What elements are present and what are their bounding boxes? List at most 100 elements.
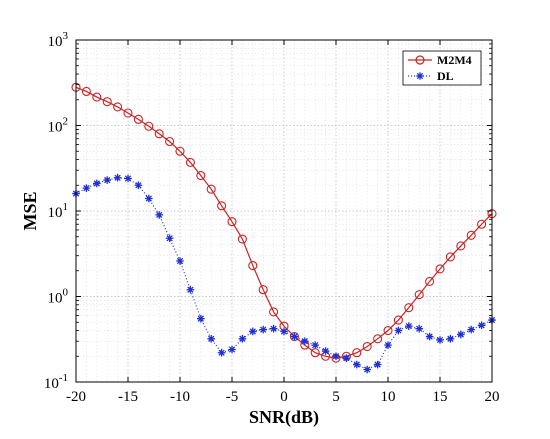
data-point-dl	[113, 173, 122, 182]
data-point-dl	[238, 335, 247, 343]
legend-marker-dl	[416, 72, 424, 80]
data-point-dl	[207, 335, 215, 343]
data-point-dl	[280, 327, 288, 336]
data-point-m2m4	[258, 285, 268, 295]
data-point-dl	[394, 326, 403, 335]
data-point-m2m4	[362, 341, 372, 352]
legend-box	[402, 50, 482, 86]
data-point-dl	[217, 348, 226, 357]
data-point-dl	[332, 352, 340, 361]
x-axis-title: SNR(dB)	[249, 407, 319, 428]
data-point-m2m4	[154, 129, 164, 139]
data-point-dl	[82, 184, 91, 192]
data-point-dl	[384, 341, 392, 349]
data-point-dl	[269, 324, 278, 333]
x-tick-label: -10	[170, 389, 190, 405]
data-point-m2m4	[102, 97, 112, 107]
y-tick-label: 103	[48, 30, 69, 50]
data-point-m2m4	[248, 261, 258, 271]
data-point-m2m4	[269, 307, 279, 317]
data-point-m2m4	[217, 201, 227, 211]
data-point-dl	[134, 181, 143, 190]
data-point-m2m4	[456, 241, 466, 251]
legend-label-dl: DL	[437, 69, 454, 83]
data-point-dl	[415, 324, 423, 333]
data-point-m2m4	[165, 136, 175, 147]
data-point-dl	[467, 325, 475, 334]
grid	[76, 40, 492, 382]
data-point-dl	[197, 314, 205, 323]
data-point-m2m4	[414, 290, 424, 300]
x-tick-label: 15	[433, 389, 448, 405]
data-point-dl	[186, 285, 195, 294]
y-tick-label: 102	[48, 116, 69, 136]
x-tick-label: -20	[66, 389, 86, 405]
data-point-m2m4	[144, 121, 154, 131]
data-point-m2m4	[435, 264, 445, 274]
data-point-dl	[446, 335, 455, 343]
data-point-m2m4	[425, 276, 435, 286]
data-point-m2m4	[404, 303, 414, 313]
data-point-m2m4	[175, 146, 185, 156]
data-point-dl	[249, 327, 257, 336]
data-point-dl	[155, 211, 163, 219]
y-tick-label: 10-1	[44, 372, 68, 392]
data-point-dl	[363, 365, 371, 374]
data-point-m2m4	[383, 325, 393, 336]
data-point-dl	[373, 360, 382, 369]
legend-marker-m2m4	[415, 55, 425, 65]
data-point-m2m4	[185, 157, 195, 167]
data-point-m2m4	[289, 332, 299, 342]
data-point-m2m4	[123, 108, 133, 118]
data-point-dl	[290, 332, 299, 341]
data-point-m2m4	[477, 219, 487, 229]
y-tick-label: 100	[48, 287, 69, 307]
data-point-m2m4	[206, 184, 216, 194]
data-point-m2m4	[113, 102, 123, 112]
data-point-dl	[353, 360, 361, 369]
data-point-m2m4	[196, 170, 206, 181]
data-point-dl	[165, 234, 174, 243]
data-point-m2m4	[81, 86, 91, 97]
data-point-dl	[259, 325, 267, 334]
x-tick-label: -15	[118, 389, 138, 405]
data-point-dl	[311, 341, 319, 349]
x-tick-label: 5	[332, 389, 340, 405]
legend: M2M4 DL	[402, 50, 482, 86]
data-point-dl	[124, 174, 132, 183]
data-point-dl	[425, 332, 434, 341]
data-point-dl	[228, 345, 236, 354]
data-point-dl	[321, 347, 330, 355]
data-point-dl	[342, 354, 351, 362]
y-tick-label: 101	[48, 201, 69, 221]
data-point-m2m4	[227, 217, 237, 227]
x-tick-label: 10	[381, 389, 396, 405]
data-point-dl	[145, 194, 153, 203]
legend-star-dl	[416, 72, 424, 80]
data-point-dl	[301, 337, 309, 346]
series-layer	[71, 82, 497, 374]
data-point-m2m4	[237, 234, 247, 244]
data-point-m2m4	[133, 114, 143, 124]
legend-label-m2m4: M2M4	[437, 53, 472, 67]
data-point-m2m4	[373, 334, 383, 344]
data-point-dl	[103, 176, 111, 184]
data-point-dl	[176, 257, 184, 265]
x-tick-label: 20	[485, 389, 500, 405]
x-tick-label: -5	[226, 389, 239, 405]
data-point-dl	[477, 321, 486, 330]
data-point-m2m4	[393, 315, 403, 325]
y-axis-title: MSE	[20, 191, 40, 230]
data-point-dl	[436, 336, 444, 344]
x-tick-label: 0	[280, 389, 288, 405]
data-point-m2m4	[445, 252, 455, 262]
data-point-m2m4	[466, 230, 476, 240]
ticks: -20 -15 -10 -5 0 5 10 15 20 103 102 101 100 10-1	[44, 30, 500, 405]
data-point-dl	[93, 179, 101, 188]
data-point-m2m4	[352, 348, 362, 358]
data-point-dl	[457, 330, 465, 339]
data-point-m2m4	[92, 92, 102, 102]
data-point-dl	[405, 322, 413, 330]
